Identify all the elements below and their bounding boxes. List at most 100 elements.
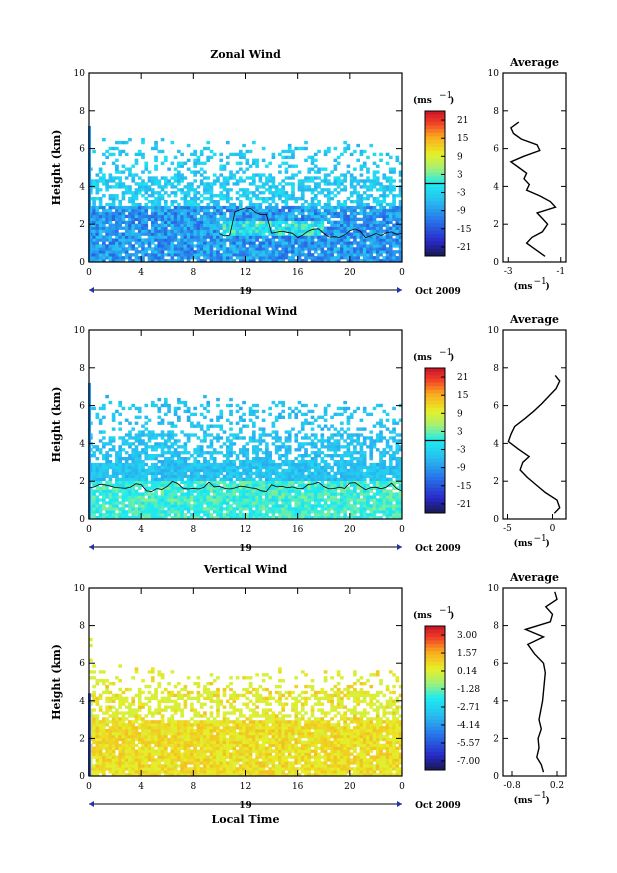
- heatmap-cell: [271, 194, 276, 198]
- heatmap-cell: [359, 167, 364, 171]
- colorbar-tick-label: 21: [457, 116, 468, 126]
- heatmap-cell: [193, 501, 197, 505]
- heatmap-cell: [356, 406, 361, 411]
- heatmap-cell: [102, 250, 106, 254]
- heatmap-cell: [199, 462, 204, 467]
- heatmap-cell: [248, 197, 253, 201]
- heatmap-cell: [317, 220, 321, 225]
- heatmap-cell: [199, 179, 204, 183]
- heatmap-cell: [261, 220, 266, 225]
- heatmap-cell: [392, 199, 396, 204]
- heatmap-cell: [281, 208, 286, 213]
- heatmap-cell: [320, 436, 325, 440]
- heatmap-cell: [141, 182, 145, 186]
- heatmap-cell: [372, 244, 377, 248]
- heatmap-cell: [180, 516, 184, 520]
- heatmap-cell: [258, 179, 263, 183]
- heatmap-cell: [190, 471, 194, 476]
- heatmap-cell: [261, 462, 266, 467]
- heatmap-cell: [362, 220, 367, 225]
- heatmap-cell: [115, 194, 119, 198]
- heatmap-cell: [225, 220, 230, 225]
- heatmap-cell: [375, 226, 380, 230]
- heatmap-cell: [150, 510, 155, 514]
- heatmap-cell: [278, 474, 282, 479]
- heatmap-cell: [268, 161, 272, 165]
- heatmap-cell: [180, 247, 184, 251]
- heatmap-cell: [235, 504, 240, 508]
- heatmap-cell: [304, 199, 308, 204]
- heatmap-cell: [307, 486, 312, 490]
- heatmap-cell: [225, 253, 230, 257]
- heatmap-cell: [141, 188, 145, 192]
- heatmap-cell: [336, 214, 341, 219]
- heatmap-cell: [209, 516, 214, 520]
- heatmap-cell: [375, 433, 380, 437]
- heatmap-cell: [160, 477, 165, 482]
- heatmap-cell: [206, 185, 211, 189]
- heatmap-cell: [144, 433, 149, 437]
- heatmap-cell: [115, 474, 119, 479]
- heatmap-cell: [346, 238, 351, 242]
- heatmap-cell: [261, 456, 266, 461]
- heatmap-cell: [343, 471, 347, 476]
- heatmap-cell: [369, 454, 374, 458]
- heatmap-cell: [177, 504, 181, 508]
- heatmap-cell: [206, 244, 211, 248]
- heatmap-cell: [183, 465, 188, 470]
- heatmap-cell: [105, 182, 109, 186]
- heatmap-cell: [115, 516, 119, 520]
- heatmap-cell: [245, 448, 250, 452]
- heatmap-cell: [307, 217, 312, 222]
- average-y-tick-label: 2: [493, 220, 499, 230]
- heatmap-cell: [160, 498, 165, 502]
- heatmap-cell: [98, 197, 103, 201]
- heatmap-cell: [245, 489, 250, 493]
- heatmap-cell: [310, 459, 315, 464]
- heatmap-cell: [177, 462, 181, 467]
- heatmap-cell: [183, 256, 188, 260]
- heatmap-cell: [95, 468, 100, 473]
- heatmap-cell: [304, 501, 308, 505]
- heatmap-cell: [124, 480, 129, 484]
- heatmap-cell: [323, 179, 328, 183]
- heatmap-cell: [118, 244, 122, 248]
- heatmap-cell: [144, 510, 149, 514]
- heatmap-cell: [173, 155, 178, 160]
- heatmap-cell: [297, 259, 302, 263]
- heatmap-cell: [144, 477, 149, 482]
- heatmap-cell: [258, 439, 263, 443]
- heatmap-cell: [268, 498, 272, 502]
- heatmap-cell: [216, 247, 220, 251]
- heatmap-cell: [137, 474, 142, 479]
- heatmap-cell: [137, 483, 142, 487]
- heatmap-cell: [281, 400, 286, 405]
- heatmap-cell: [242, 188, 246, 192]
- heatmap-cell: [167, 498, 171, 502]
- heatmap-cell: [353, 220, 357, 225]
- heatmap-cell: [287, 498, 292, 502]
- heatmap-cell: [131, 492, 136, 496]
- heatmap-cell: [157, 232, 162, 236]
- heatmap-cell: [297, 501, 302, 505]
- colorbar-segment: [425, 198, 445, 203]
- heatmap-cell: [323, 424, 328, 428]
- heatmap-cell: [186, 199, 191, 204]
- heatmap-cell: [131, 498, 136, 502]
- heatmap-cell: [327, 510, 331, 514]
- heatmap-cell: [317, 217, 321, 222]
- heatmap-cell: [274, 185, 279, 189]
- heatmap-cell: [245, 451, 250, 455]
- heatmap-cell: [95, 253, 100, 257]
- heatmap-cell: [134, 238, 139, 242]
- heatmap-cell: [98, 516, 103, 520]
- heatmap-cell: [203, 486, 207, 490]
- heatmap-cell: [248, 474, 253, 479]
- heatmap-cell: [238, 516, 243, 520]
- heatmap-cell: [349, 510, 354, 514]
- heatmap-cell: [375, 164, 380, 168]
- heatmap-cell: [392, 217, 396, 222]
- heatmap-cell: [255, 456, 259, 461]
- heatmap-cell: [366, 217, 370, 222]
- heatmap-cell: [128, 188, 132, 192]
